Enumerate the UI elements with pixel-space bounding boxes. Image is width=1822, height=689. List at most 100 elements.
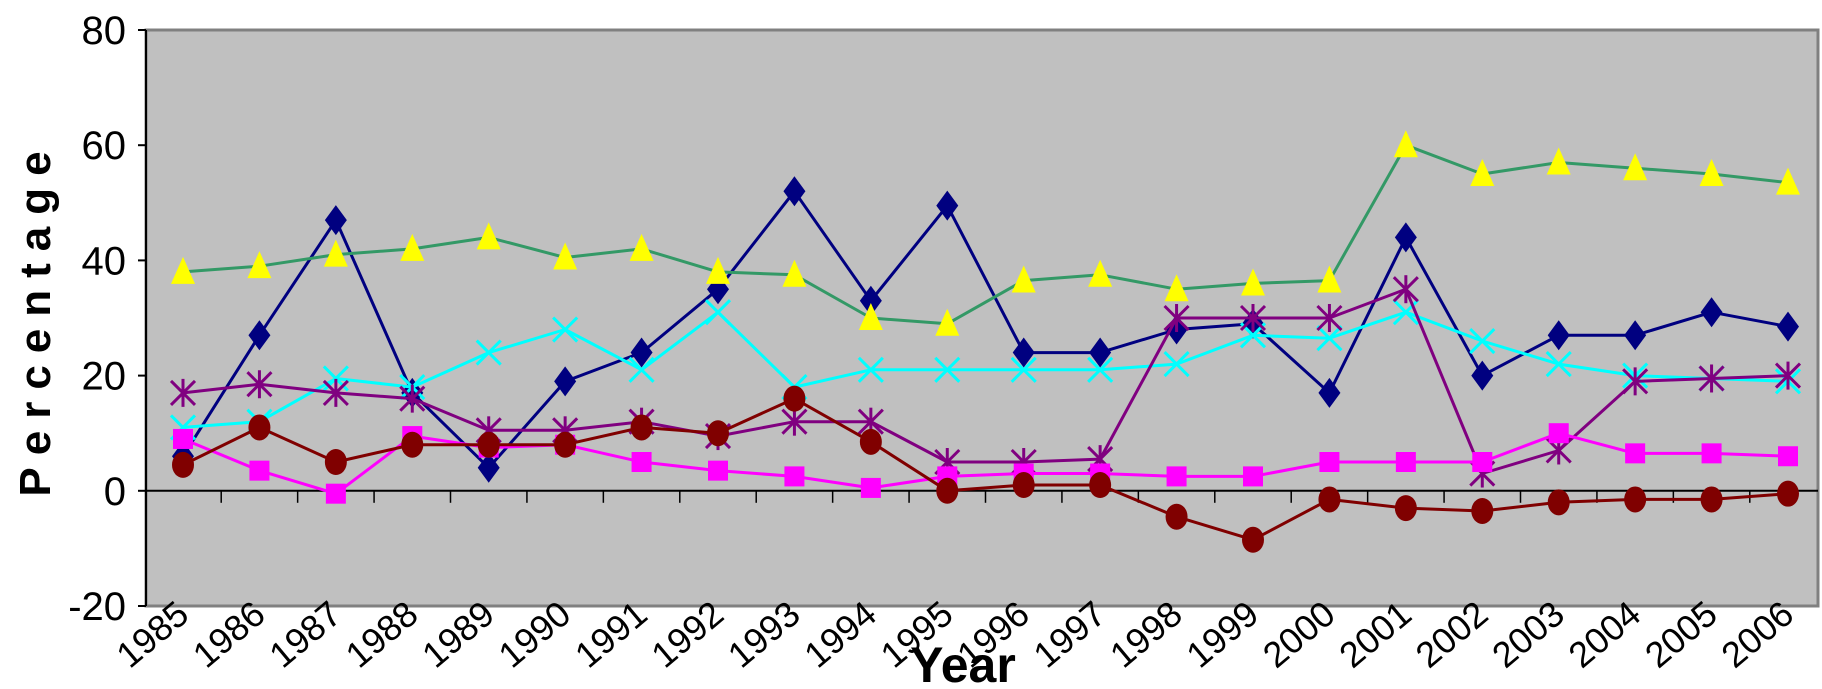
data-point-diamond — [1624, 320, 1647, 351]
series-6 — [172, 385, 1799, 553]
data-point-triangle — [1623, 153, 1648, 181]
data-point-diamond — [1318, 377, 1341, 408]
data-point-square — [1319, 452, 1340, 472]
data-point-x — [628, 356, 655, 383]
data-point-circle — [324, 449, 347, 475]
x-stroke — [1469, 327, 1496, 355]
data-point-square — [1166, 466, 1187, 487]
data-point-x — [704, 299, 732, 326]
x-stroke — [1010, 356, 1037, 383]
data-point-triangle — [1088, 259, 1113, 287]
data-point-diamond — [1547, 320, 1570, 351]
data-point-diamond — [1700, 297, 1723, 328]
data-point-circle — [707, 420, 729, 447]
data-point-square — [1395, 452, 1416, 472]
data-point-square — [1778, 446, 1798, 467]
x-stroke — [628, 356, 655, 383]
x-stroke — [475, 339, 502, 366]
data-point-diamond — [1012, 337, 1035, 368]
data-point-triangle — [858, 303, 883, 330]
data-point-diamond — [783, 176, 806, 207]
series-line — [182, 287, 1789, 475]
data-point-square — [631, 452, 652, 472]
data-point-triangle — [553, 242, 578, 270]
data-point-circle — [1242, 526, 1264, 553]
data-point-triangle — [1241, 268, 1265, 296]
data-point-triangle — [1776, 167, 1800, 195]
data-point-square — [1548, 423, 1569, 444]
data-point-diamond — [554, 366, 577, 397]
data-point-x — [1469, 327, 1496, 355]
x-stroke — [857, 356, 884, 383]
x-axis-title: Year — [910, 637, 1016, 689]
data-point-star — [399, 384, 426, 413]
data-point-star — [246, 370, 273, 399]
data-point-x — [934, 356, 961, 383]
data-point-x — [1163, 351, 1190, 378]
data-point-x — [1010, 356, 1037, 383]
x-stroke — [704, 299, 732, 326]
x-stroke — [1163, 351, 1190, 378]
data-point-triangle — [1164, 274, 1189, 302]
x-stroke — [1316, 325, 1343, 352]
data-point-x — [857, 356, 884, 383]
series-5 — [173, 423, 1798, 504]
data-point-circle — [1624, 486, 1647, 513]
data-point-triangle — [1393, 130, 1418, 158]
data-point-diamond — [1089, 337, 1112, 368]
data-point-x — [1087, 356, 1114, 383]
data-point-square — [249, 460, 270, 481]
data-point-triangle — [247, 251, 272, 279]
y-tick-label: 40 — [82, 239, 127, 283]
data-point-diamond — [477, 452, 500, 483]
data-point-circle — [1471, 497, 1494, 524]
data-point-circle — [630, 414, 653, 441]
data-point-circle — [1700, 486, 1723, 513]
data-point-triangle — [782, 259, 807, 287]
x-stroke — [552, 316, 579, 343]
y-tick-label: -20 — [68, 585, 126, 629]
data-point-circle — [1394, 495, 1417, 522]
data-point-circle — [1777, 480, 1799, 507]
data-point-circle — [401, 431, 424, 458]
data-point-triangle — [476, 222, 501, 250]
data-point-x — [1545, 351, 1572, 378]
data-point-circle — [1089, 472, 1112, 499]
data-point-star — [1392, 275, 1419, 304]
data-point-diamond — [936, 190, 959, 221]
data-point-square — [1701, 443, 1722, 464]
data-point-triangle — [171, 256, 195, 284]
series-layer — [169, 130, 1802, 553]
x-stroke — [934, 356, 961, 383]
data-point-square — [708, 460, 728, 481]
data-point-square — [1243, 466, 1263, 487]
x-stroke — [1545, 351, 1572, 378]
data-point-star — [781, 407, 808, 436]
y-tick-label: 80 — [82, 9, 127, 53]
data-point-diamond — [1394, 222, 1417, 253]
data-point-x — [1392, 299, 1419, 326]
series-2 — [171, 130, 1800, 336]
data-point-circle — [1165, 503, 1188, 530]
x-stroke — [1392, 299, 1419, 326]
data-point-circle — [172, 451, 194, 478]
data-point-diamond — [630, 337, 653, 368]
data-point-triangle — [1699, 159, 1724, 186]
data-point-x — [1316, 325, 1343, 352]
data-point-triangle — [1011, 265, 1036, 293]
data-point-square — [860, 477, 881, 498]
y-tick-label: 60 — [82, 124, 127, 168]
data-point-circle — [936, 477, 959, 504]
series-line — [182, 397, 1789, 542]
data-point-diamond — [1471, 360, 1494, 391]
data-point-circle — [1012, 472, 1035, 499]
series-line — [182, 431, 1789, 496]
data-point-star — [1698, 364, 1725, 393]
data-point-triangle — [706, 256, 730, 284]
data-point-circle — [783, 385, 806, 412]
data-point-star — [169, 378, 197, 407]
y-axis: -20 0 20 40 60 80 — [68, 9, 147, 629]
data-point-square — [1472, 452, 1493, 472]
plot-area — [144, 28, 1820, 608]
